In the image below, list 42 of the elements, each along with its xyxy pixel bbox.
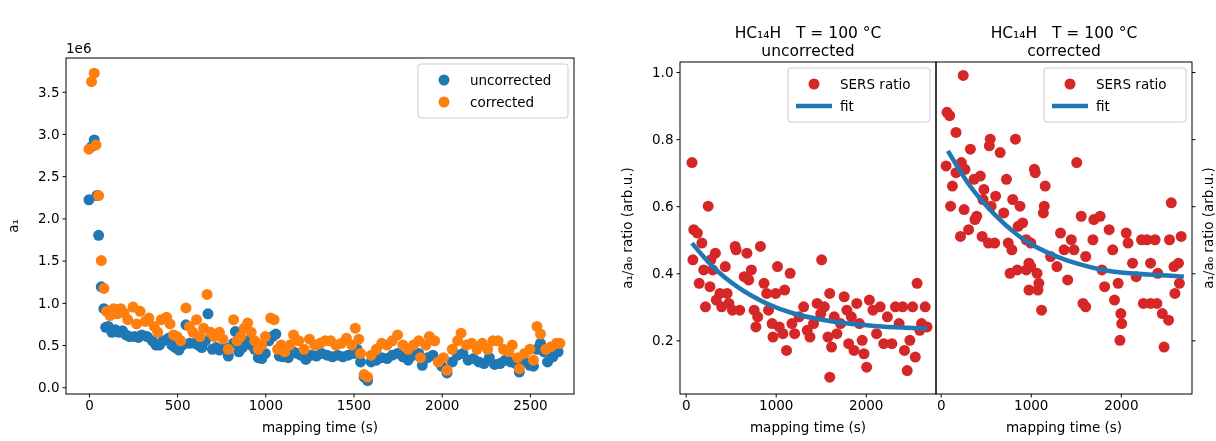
legend-label: SERS ratio xyxy=(1096,76,1167,92)
legend-label: corrected xyxy=(470,94,535,110)
y-tick-label: 3.0 xyxy=(38,125,60,142)
x-tick-label: 1000 xyxy=(759,397,794,414)
chart-subtitle: corrected xyxy=(1027,42,1101,60)
y-tick-label: 1.5 xyxy=(38,252,60,269)
chart-title: HC₁₄H T = 100 °C xyxy=(734,24,882,42)
x-tick-label: 0 xyxy=(936,397,946,414)
y-tick-label: 2.0 xyxy=(38,210,60,227)
x-tick-label: 1000 xyxy=(248,397,283,414)
x-tick-label: 2000 xyxy=(849,397,884,414)
x-axis-title: mapping time (s) xyxy=(1005,419,1123,435)
y-tick-label: 1.0 xyxy=(652,63,674,80)
y-tick-label: 0.2 xyxy=(652,332,674,349)
y-axis-title: a₁ xyxy=(5,219,21,233)
x-tick-label: 2500 xyxy=(513,397,548,414)
y-tick-label: 0.5 xyxy=(38,336,60,353)
x-axis-title: mapping time (s) xyxy=(749,419,867,435)
x-tick-label: 2000 xyxy=(425,397,460,414)
x-tick-label: 1000 xyxy=(1014,397,1049,414)
legend-label: uncorrected xyxy=(470,72,552,88)
y-tick-label: 0.4 xyxy=(652,265,674,282)
y-tick-label: 0.8 xyxy=(652,130,674,147)
legend-label: SERS ratio xyxy=(840,76,911,92)
legend-label: fit xyxy=(1096,98,1110,114)
x-tick-label: 2000 xyxy=(1104,397,1139,414)
chart-subtitle: uncorrected xyxy=(761,42,855,60)
y-tick-label: 1.0 xyxy=(38,294,60,311)
y-tick-label: 2.5 xyxy=(38,168,60,185)
y-tick-label: 3.5 xyxy=(38,83,60,100)
chart-title: HC₁₄H T = 100 °C xyxy=(990,24,1138,42)
y-tick-label: 0.0 xyxy=(38,379,60,396)
legend-label: fit xyxy=(840,98,854,114)
y-axis-title: a₁/a₀ ratio (arb.u.) xyxy=(619,167,635,289)
x-tick-label: 500 xyxy=(164,397,191,414)
x-tick-label: 1500 xyxy=(336,397,372,414)
text: 1e6 xyxy=(66,40,92,56)
x-tick-label: 0 xyxy=(681,397,691,414)
y-tick-label: 0.6 xyxy=(652,198,674,215)
x-tick-label: 0 xyxy=(85,397,94,414)
y-axis-title: a₁/a₀ ratio (arb.u.) xyxy=(1200,167,1216,289)
x-axis-title: mapping time (s) xyxy=(261,419,379,435)
